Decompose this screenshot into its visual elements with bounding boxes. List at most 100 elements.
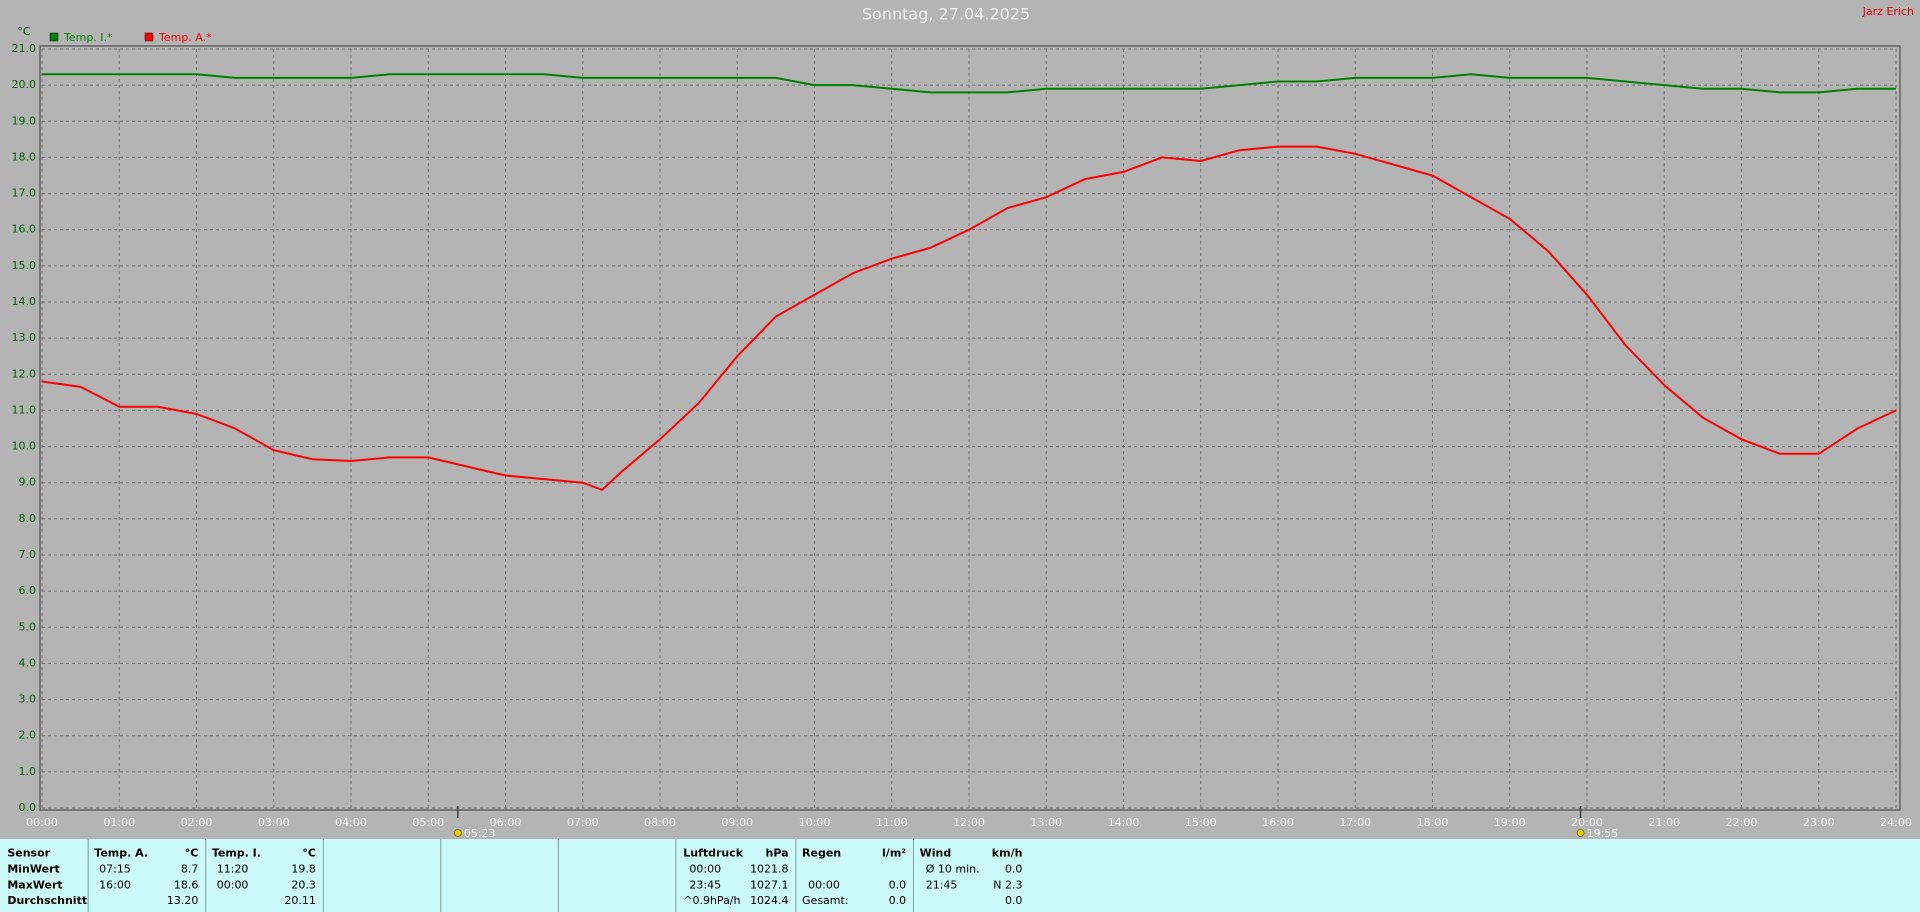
y-tick-label: 0.0: [19, 801, 37, 814]
sunset-icon: [1576, 829, 1585, 837]
y-tick-label: 2.0: [19, 729, 37, 742]
chart-title: Sonntag, 27.04.2025: [862, 5, 1030, 24]
panel-cell: Regen: [802, 846, 841, 859]
panel-cell: 00:00: [808, 878, 840, 891]
legend-label: Temp. I.*: [63, 31, 113, 44]
panel-cell: 1027.1: [750, 878, 789, 891]
y-tick-label: 12.0: [12, 367, 37, 380]
x-tick-label: 00:00: [26, 816, 58, 829]
x-tick-label: 10:00: [799, 816, 831, 829]
y-tick-label: 11.0: [12, 403, 37, 416]
panel-cell: 0.0: [1005, 862, 1023, 875]
x-tick-label: 20:00: [1571, 816, 1603, 829]
x-tick-label: 08:00: [644, 816, 676, 829]
sunset-label: 19:55: [1587, 827, 1619, 840]
x-tick-label: 12:00: [953, 816, 985, 829]
panel-cell: 13.20: [167, 894, 199, 907]
x-tick-label: 11:00: [876, 816, 908, 829]
panel-cell: Temp. A.: [94, 846, 148, 859]
x-tick-label: 18:00: [1417, 816, 1449, 829]
y-tick-label: 16.0: [12, 223, 37, 236]
y-tick-label: 20.0: [12, 78, 37, 91]
x-tick-label: 02:00: [181, 816, 213, 829]
y-tick-label: 7.0: [19, 548, 37, 561]
y-axis-label: °C: [17, 25, 31, 38]
y-tick-label: 1.0: [19, 765, 37, 778]
panel-cell: 1021.8: [750, 862, 789, 875]
panel-cell: 20.3: [291, 878, 316, 891]
panel-cell: 00:00: [689, 862, 721, 875]
x-tick-label: 05:00: [412, 816, 444, 829]
panel-cell: Wind: [920, 846, 952, 859]
panel-cell: 19.8: [291, 862, 316, 875]
y-tick-label: 8.0: [19, 512, 37, 525]
panel-cell: Sensor: [7, 846, 50, 859]
panel-cell: MinWert: [7, 862, 59, 875]
legend-label: Temp. A.*: [158, 31, 212, 44]
panel-cell: °C: [302, 846, 316, 859]
x-tick-label: 21:00: [1648, 816, 1680, 829]
y-tick-label: 9.0: [19, 476, 37, 489]
x-tick-label: 09:00: [721, 816, 753, 829]
x-tick-label: 13:00: [1030, 816, 1062, 829]
y-tick-label: 19.0: [12, 114, 37, 127]
panel-cell: ^0.9hPa/h: [683, 894, 740, 907]
x-tick-label: 03:00: [258, 816, 290, 829]
panel-cell: 0.0: [1005, 894, 1023, 907]
sunrise-label: 05:23: [464, 827, 496, 840]
x-tick-label: 22:00: [1726, 816, 1758, 829]
plot-frame: [39, 45, 1901, 811]
series-line: [42, 73, 1896, 94]
y-tick-label: 5.0: [19, 620, 37, 633]
panel-cell: 0.0: [889, 878, 907, 891]
legend-swatch: [49, 32, 59, 42]
y-tick-label: 10.0: [12, 440, 37, 453]
x-tick-label: 17:00: [1339, 816, 1371, 829]
series-line: [41, 145, 1897, 492]
panel-cell: 11:20: [217, 862, 249, 875]
panel-cell: Gesamt:: [802, 894, 849, 907]
panel-cell: °C: [185, 846, 199, 859]
panel-cell: 07:15: [99, 862, 131, 875]
panel-cell: km/h: [992, 846, 1023, 859]
y-tick-label: 3.0: [19, 693, 37, 706]
x-tick-label: 14:00: [1108, 816, 1140, 829]
panel-cell: l/m²: [882, 846, 906, 859]
panel-cell: hPa: [766, 846, 789, 859]
panel-cell: 23:45: [689, 878, 721, 891]
x-tick-label: 07:00: [567, 816, 599, 829]
x-tick-label: 04:00: [335, 816, 367, 829]
panel-cell: 16:00: [99, 878, 131, 891]
panel-cell: 1024.4: [750, 894, 789, 907]
sunrise-icon: [453, 829, 462, 837]
x-tick-label: 24:00: [1880, 816, 1912, 829]
panel-cell: 0.0: [889, 894, 907, 907]
panel-cell: Temp. I.: [212, 846, 261, 859]
y-tick-label: 13.0: [12, 331, 37, 344]
panel-cell: 18.6: [174, 878, 199, 891]
panel-cell: MaxWert: [7, 878, 62, 891]
x-tick-label: 15:00: [1185, 816, 1217, 829]
y-tick-label: 15.0: [12, 259, 37, 272]
panel-cell: Luftdruck: [683, 846, 744, 859]
x-tick-label: 01:00: [103, 816, 135, 829]
y-tick-label: 18.0: [12, 150, 37, 163]
x-tick-label: 06:00: [490, 816, 522, 829]
stats-panel: [0, 839, 1920, 912]
y-tick-label: 17.0: [12, 187, 37, 200]
y-tick-label: 21.0: [12, 42, 37, 55]
panel-cell: Ø 10 min.: [926, 862, 980, 875]
y-tick-label: 14.0: [12, 295, 37, 308]
panel-cell: 21:45: [926, 878, 958, 891]
x-tick-label: 19:00: [1494, 816, 1526, 829]
x-tick-label: 23:00: [1803, 816, 1835, 829]
y-tick-label: 4.0: [19, 656, 37, 669]
legend-swatch: [144, 32, 154, 42]
panel-cell: N 2.3: [993, 878, 1022, 891]
panel-cell: Durchschnitt: [7, 894, 87, 907]
panel-cell: 8.7: [181, 862, 199, 875]
panel-cell: 00:00: [217, 878, 249, 891]
x-tick-label: 16:00: [1262, 816, 1294, 829]
panel-cell: 20.11: [284, 894, 316, 907]
